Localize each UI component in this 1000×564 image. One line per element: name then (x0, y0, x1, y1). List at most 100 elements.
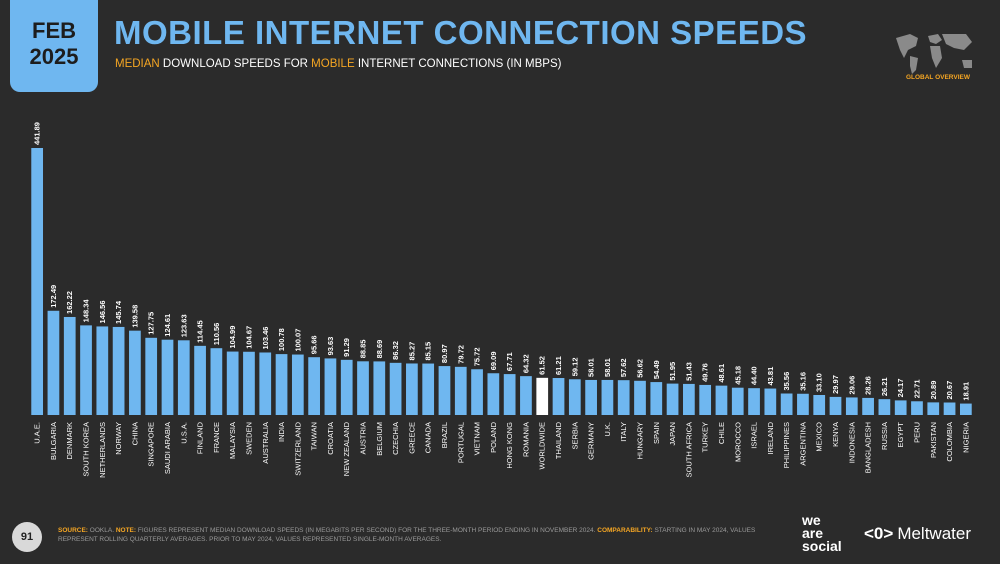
data-label: 44.40 (750, 366, 759, 385)
bar (520, 376, 532, 415)
bar (552, 378, 565, 415)
data-label: 95.66 (310, 335, 319, 354)
data-label: 100.07 (293, 329, 302, 352)
category-label: HONG KONG (505, 422, 514, 469)
category-label: SAUDI ARABIA (163, 422, 172, 474)
bar (878, 399, 891, 415)
data-label: 54.49 (652, 360, 661, 379)
category-label: CANADA (424, 422, 433, 453)
bar (308, 357, 320, 415)
bar (666, 383, 679, 415)
category-label: AUSTRIA (359, 422, 368, 455)
bar (275, 354, 288, 415)
subtitle-text-1: DOWNLOAD SPEEDS FOR (159, 58, 312, 70)
category-label: DENMARK (65, 422, 74, 460)
data-label: 110.56 (212, 323, 221, 346)
category-label: U.K. (603, 422, 612, 437)
category-label: JAPAN (668, 422, 677, 446)
data-label: 69.09 (489, 351, 498, 370)
data-label: 86.32 (391, 341, 400, 360)
data-label: 35.56 (782, 372, 791, 391)
data-label: 49.76 (701, 363, 710, 382)
bar (454, 366, 467, 415)
category-label: NIGERIA (961, 422, 970, 453)
data-label: 172.49 (49, 285, 58, 308)
bar (780, 393, 793, 415)
category-label: MALAYSIA (228, 422, 237, 459)
note-label: NOTE: (115, 527, 137, 534)
bar (959, 403, 972, 415)
category-label: CROATIA (326, 422, 335, 455)
bar (373, 361, 386, 415)
category-label: SWITZERLAND (293, 421, 302, 475)
bar (389, 362, 402, 415)
meltwater-mark-icon: <0> (864, 524, 894, 543)
bar (617, 380, 630, 415)
data-label: 61.52 (538, 356, 547, 375)
bar (813, 395, 826, 415)
category-label: SERBIA (570, 422, 579, 450)
bar (422, 363, 435, 415)
category-label: MEXICO (815, 422, 824, 452)
category-label: BULGARIA (49, 422, 58, 460)
category-label: POLAND (489, 421, 498, 452)
data-label: 103.46 (261, 327, 270, 350)
category-label: INDIA (277, 422, 286, 442)
category-label: THAILAND (554, 421, 563, 459)
category-label: ROMANIA (521, 422, 530, 457)
bar (63, 316, 76, 415)
data-label: 88.85 (359, 340, 368, 359)
data-label: 28.26 (864, 376, 873, 395)
data-label: 104.67 (244, 326, 253, 349)
data-label: 67.71 (505, 352, 514, 371)
category-label: SWEDEN (244, 422, 253, 455)
source-text: OOKLA. (87, 527, 116, 534)
data-label: 45.18 (733, 366, 742, 385)
category-label: EGYPT (896, 422, 905, 448)
category-label: WORLDWIDE (538, 422, 547, 470)
page-title: MOBILE INTERNET CONNECTION SPEEDS (114, 14, 808, 51)
data-label: 91.29 (342, 338, 351, 357)
date-month: FEB (32, 18, 76, 43)
bar (797, 393, 809, 415)
bar (862, 397, 874, 415)
bar (748, 388, 760, 415)
bar (601, 379, 614, 415)
subtitle-mobile: MOBILE (311, 58, 355, 70)
data-label: 139.58 (130, 305, 139, 328)
bar (357, 361, 369, 415)
bar (487, 373, 500, 415)
category-label: ISRAEL (750, 422, 759, 449)
category-label: PORTUGAL (456, 422, 465, 463)
data-label: 64.32 (521, 354, 530, 373)
data-label: 48.61 (717, 364, 726, 383)
bar (731, 387, 744, 415)
bar (226, 351, 239, 415)
bar (259, 352, 272, 415)
data-label: 22.71 (912, 379, 921, 398)
category-label: TURKEY (701, 422, 710, 452)
bar (161, 339, 174, 415)
category-label: ARGENTINA (798, 422, 807, 466)
bar (943, 402, 956, 415)
category-label: BANGLADESH (864, 422, 873, 473)
data-label: 85.27 (407, 342, 416, 361)
category-label: SOUTH AFRICA (684, 422, 693, 477)
category-label: BRAZIL (440, 422, 449, 448)
category-label: CHILE (717, 422, 726, 444)
category-label: TAIWAN (310, 422, 319, 450)
category-label: KENYA (831, 422, 840, 447)
comparability-text: STARTING IN MAY 2024, VALUES REPRESENT R… (58, 527, 756, 543)
bar (129, 330, 141, 415)
global-overview-label: GLOBAL OVERVIEW (905, 74, 970, 81)
category-label: U.S.A. (179, 422, 188, 444)
subtitle-median: MEDIAN (115, 58, 160, 70)
bar (324, 358, 337, 415)
data-label: 51.43 (684, 362, 693, 381)
category-label: GERMANY (587, 422, 596, 460)
category-label: RUSSIA (880, 422, 889, 450)
category-label: SINGAPORE (147, 422, 156, 467)
bar (683, 383, 695, 415)
category-label: MOROCCO (733, 422, 742, 462)
